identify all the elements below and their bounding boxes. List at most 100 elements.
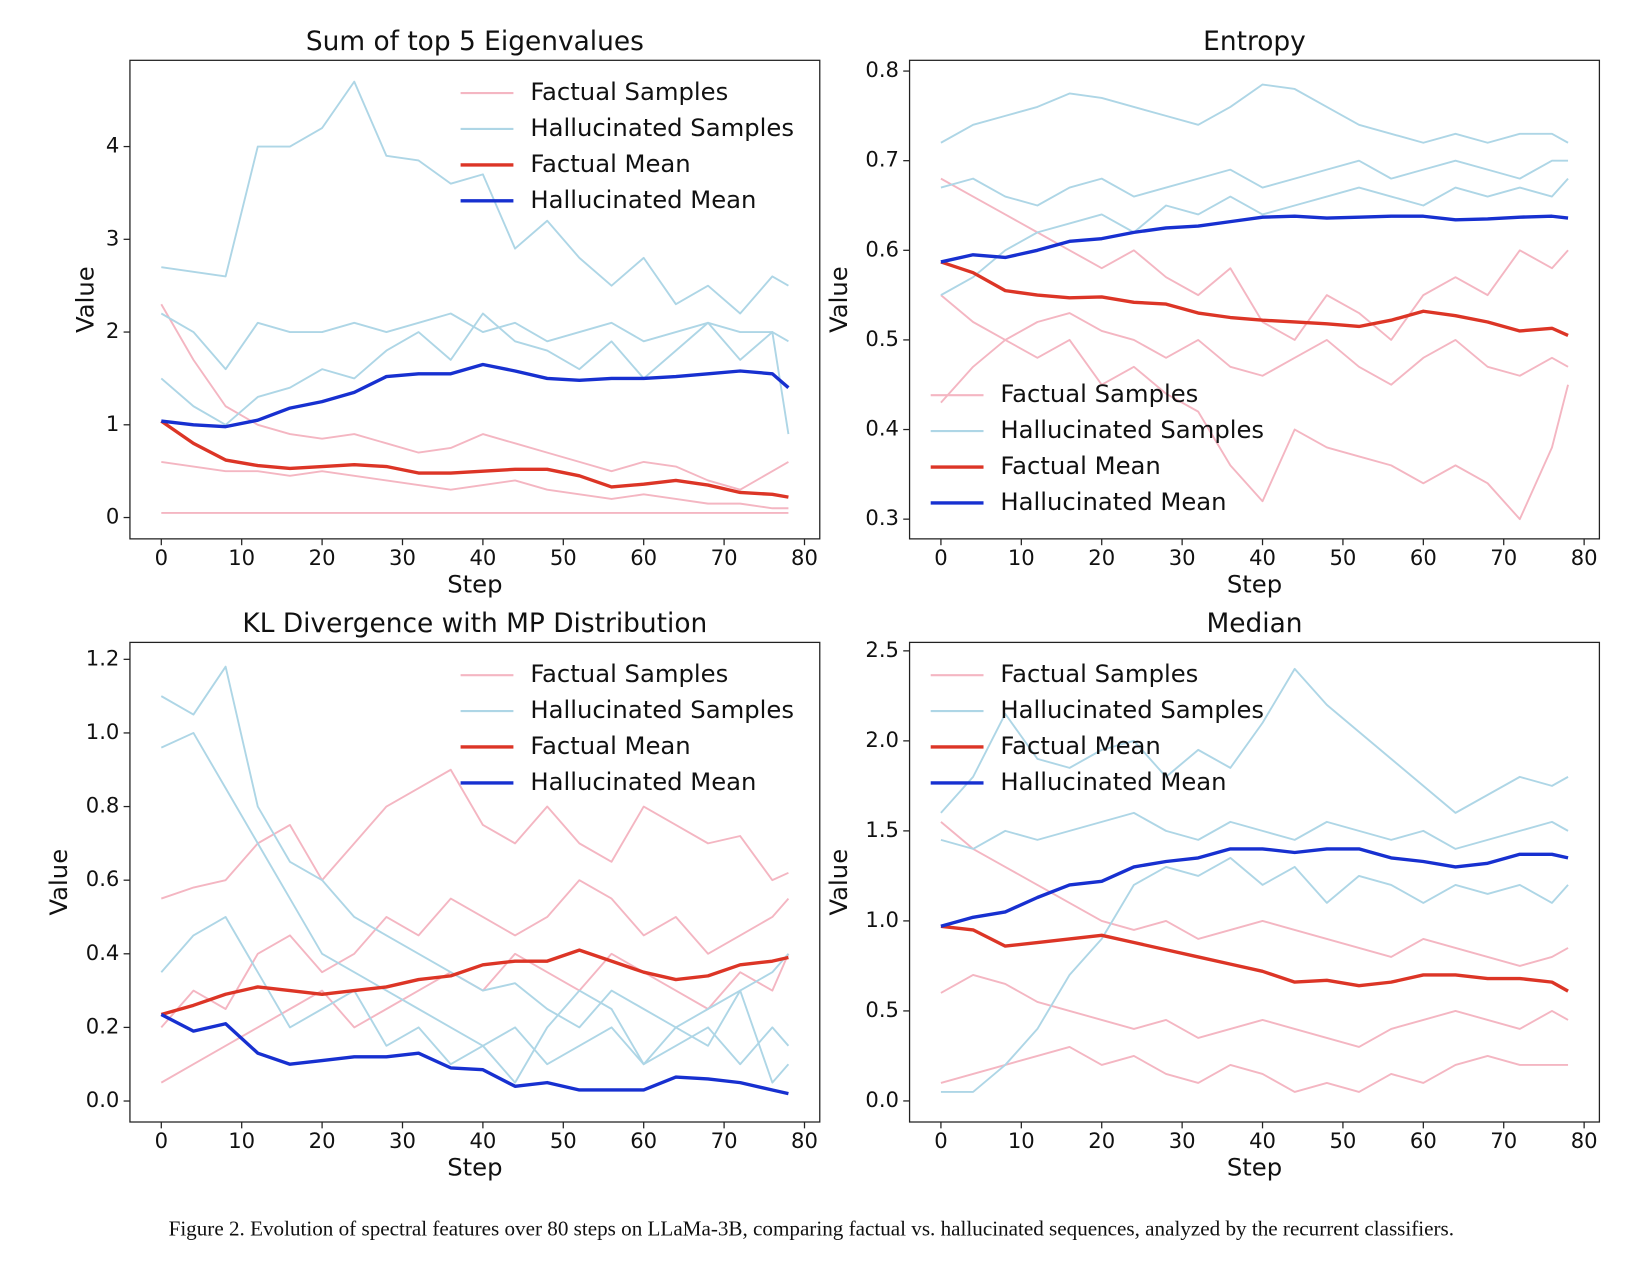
x-tick-label: 80 (791, 1128, 818, 1153)
legend-label: Hallucinated Mean (1000, 767, 1226, 796)
x-tick-label: 0 (934, 1128, 947, 1153)
y-tick-label: 0.5 (865, 997, 899, 1022)
line (160, 948, 789, 1017)
line (940, 159, 1569, 207)
x-axis-label: Step (1227, 1152, 1282, 1181)
x-tick-label: 40 (469, 1128, 496, 1153)
x-tick-label: 70 (1490, 545, 1517, 570)
legend-label: Hallucinated Mean (530, 767, 756, 796)
y-tick-label: 0.6 (865, 236, 899, 261)
legend-label: Factual Samples (530, 77, 728, 106)
x-tick-label: 50 (1329, 1128, 1356, 1153)
legend-label: Hallucinated Mean (1000, 487, 1226, 516)
x-tick-label: 20 (309, 545, 336, 570)
line (160, 419, 789, 499)
x-tick-label: 20 (1088, 1128, 1115, 1153)
y-tick-label: 0.0 (865, 1087, 899, 1112)
x-tick-label: 30 (389, 1128, 416, 1153)
y-tick-label: 0.8 (86, 793, 120, 818)
legend-label: Factual Samples (530, 659, 728, 688)
line (161, 460, 789, 510)
x-tick-label: 60 (630, 1128, 657, 1153)
x-tick-label: 50 (1329, 545, 1356, 570)
x-tick-label: 80 (1571, 1128, 1598, 1153)
line (940, 1045, 1569, 1093)
line (161, 80, 789, 315)
subplot: 0 10 20 30 40 50 60 70 80 0 1 2 3 4 Sum of top 5 Eigen… (71, 26, 821, 598)
line (160, 312, 790, 435)
line (940, 924, 1569, 993)
line (940, 294, 1569, 521)
y-axis-label: Value (824, 266, 853, 333)
legend-label: Factual Mean (1000, 451, 1160, 480)
y-tick-label: 4 (106, 133, 119, 158)
x-tick-label: 10 (228, 545, 255, 570)
x-tick-label: 30 (389, 545, 416, 570)
legend-label: Hallucinated Samples (530, 695, 794, 724)
y-tick-label: 0.4 (86, 940, 120, 965)
x-tick-label: 0 (934, 545, 947, 570)
x-tick-label: 70 (711, 545, 738, 570)
x-tick-label: 50 (550, 1128, 577, 1153)
x-tick-label: 60 (630, 545, 657, 570)
legend-label: Hallucinated Samples (1000, 415, 1264, 444)
x-tick-label: 10 (1008, 1128, 1035, 1153)
line (940, 811, 1569, 850)
y-tick-label: 0.0 (86, 1087, 120, 1112)
y-tick-label: 0.3 (865, 505, 899, 530)
legend-label: Factual Mean (530, 149, 690, 178)
x-tick-label: 30 (1169, 1128, 1196, 1153)
plot-frame (908, 641, 1601, 1123)
line (940, 214, 1569, 264)
line (940, 847, 1569, 928)
y-tick-label: 0.4 (865, 416, 899, 441)
legend-label: Hallucinated Mean (530, 185, 756, 214)
line (940, 821, 1569, 967)
chart-title: KL Divergence with MP Distribution (242, 608, 707, 639)
subplot: 0 10 20 30 40 50 60 70 80 0.0 0.5 1.0 1.5 2.0 2.5 Media… (824, 608, 1601, 1181)
x-tick-label: 20 (309, 1128, 336, 1153)
line (160, 879, 790, 1029)
y-tick-label: 0.7 (865, 147, 899, 172)
x-tick-label: 80 (1571, 545, 1598, 570)
y-tick-label: 3 (106, 225, 119, 250)
line (160, 312, 789, 371)
legend-label: Factual Samples (1000, 379, 1198, 408)
line (940, 260, 1569, 337)
y-tick-label: 2.0 (865, 727, 899, 752)
line (160, 1013, 789, 1096)
chart-title: Median (1206, 608, 1302, 639)
chart-title: Sum of top 5 Eigenvalues (306, 26, 644, 57)
x-tick-label: 80 (791, 545, 818, 570)
y-tick-label: 0.5 (865, 326, 899, 351)
line (161, 362, 790, 429)
y-tick-label: 1 (106, 411, 119, 436)
y-tick-label: 1.2 (86, 645, 120, 670)
x-tick-label: 10 (228, 1128, 255, 1153)
y-tick-label: 0.2 (86, 1013, 120, 1038)
line (940, 667, 1569, 814)
y-tick-label: 0 (106, 504, 119, 529)
y-tick-label: 0.8 (865, 57, 899, 82)
legend-label: Factual Samples (1000, 659, 1198, 688)
y-axis-label: Value (71, 266, 100, 333)
x-tick-label: 10 (1008, 545, 1035, 570)
x-tick-label: 40 (469, 545, 496, 570)
line (940, 312, 1569, 404)
x-tick-label: 40 (1249, 1128, 1276, 1153)
chart-title: Entropy (1203, 26, 1306, 57)
line (940, 856, 1569, 1093)
x-tick-label: 70 (711, 1128, 738, 1153)
legend-label: Hallucinated Samples (1000, 695, 1264, 724)
x-axis-label: Step (447, 1152, 502, 1181)
line (940, 177, 1569, 341)
subplot: 0 10 20 30 40 50 60 70 80 0.0 0.2 0.4 0.6 0.8 1.0 1.2 KL… (44, 608, 821, 1181)
line (160, 768, 789, 900)
y-axis-label: Value (824, 849, 853, 916)
x-tick-label: 50 (550, 545, 577, 570)
x-tick-label: 70 (1490, 1128, 1517, 1153)
line (940, 973, 1569, 1048)
line (160, 303, 789, 491)
legend-label: Factual Mean (530, 731, 690, 760)
